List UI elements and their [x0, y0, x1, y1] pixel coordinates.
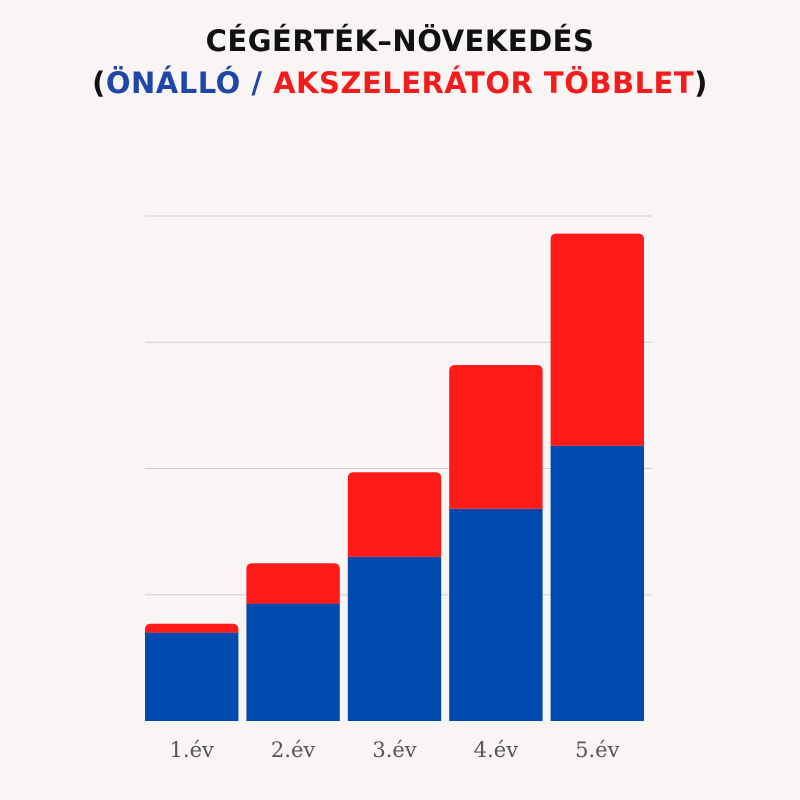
x-tick-labels: 1.év 2.év 3.év 4.év 5.év: [170, 738, 620, 762]
x-tick-label: 2.év: [271, 738, 315, 762]
bar-akszelerator-tobblet-4: [449, 364, 543, 509]
bar-onallo-2: [246, 603, 340, 721]
legend-series2-label: AKSZELERÁTOR TÖBBLET: [273, 66, 695, 100]
title-close-paren: ): [694, 66, 708, 100]
title-open-paren: (: [92, 66, 106, 100]
bar-onallo-3: [347, 556, 442, 721]
bar-akszelerator-tobblet-3: [347, 472, 442, 557]
bar-akszelerator-tobblet-5: [550, 233, 644, 446]
chart-title-line2: (ÖNÁLLÓ / AKSZELERÁTOR TÖBBLET): [0, 66, 800, 100]
bars: [145, 233, 644, 721]
x-tick-label: 1.év: [170, 738, 214, 762]
bar-akszelerator-tobblet-1: [145, 623, 239, 633]
bar-onallo-5: [550, 445, 644, 721]
chart-title-line1: CÉGÉRTÉK–NÖVEKEDÉS: [205, 24, 595, 58]
bar-onallo-1: [145, 632, 239, 721]
title-separator: /: [240, 66, 274, 100]
x-tick-label: 3.év: [372, 738, 416, 762]
legend-series1-label: ÖNÁLLÓ: [105, 66, 241, 100]
bar-onallo-4: [449, 508, 543, 721]
x-tick-label: 5.év: [575, 738, 619, 762]
bar-akszelerator-tobblet-2: [246, 563, 340, 604]
x-tick-label: 4.év: [474, 738, 518, 762]
